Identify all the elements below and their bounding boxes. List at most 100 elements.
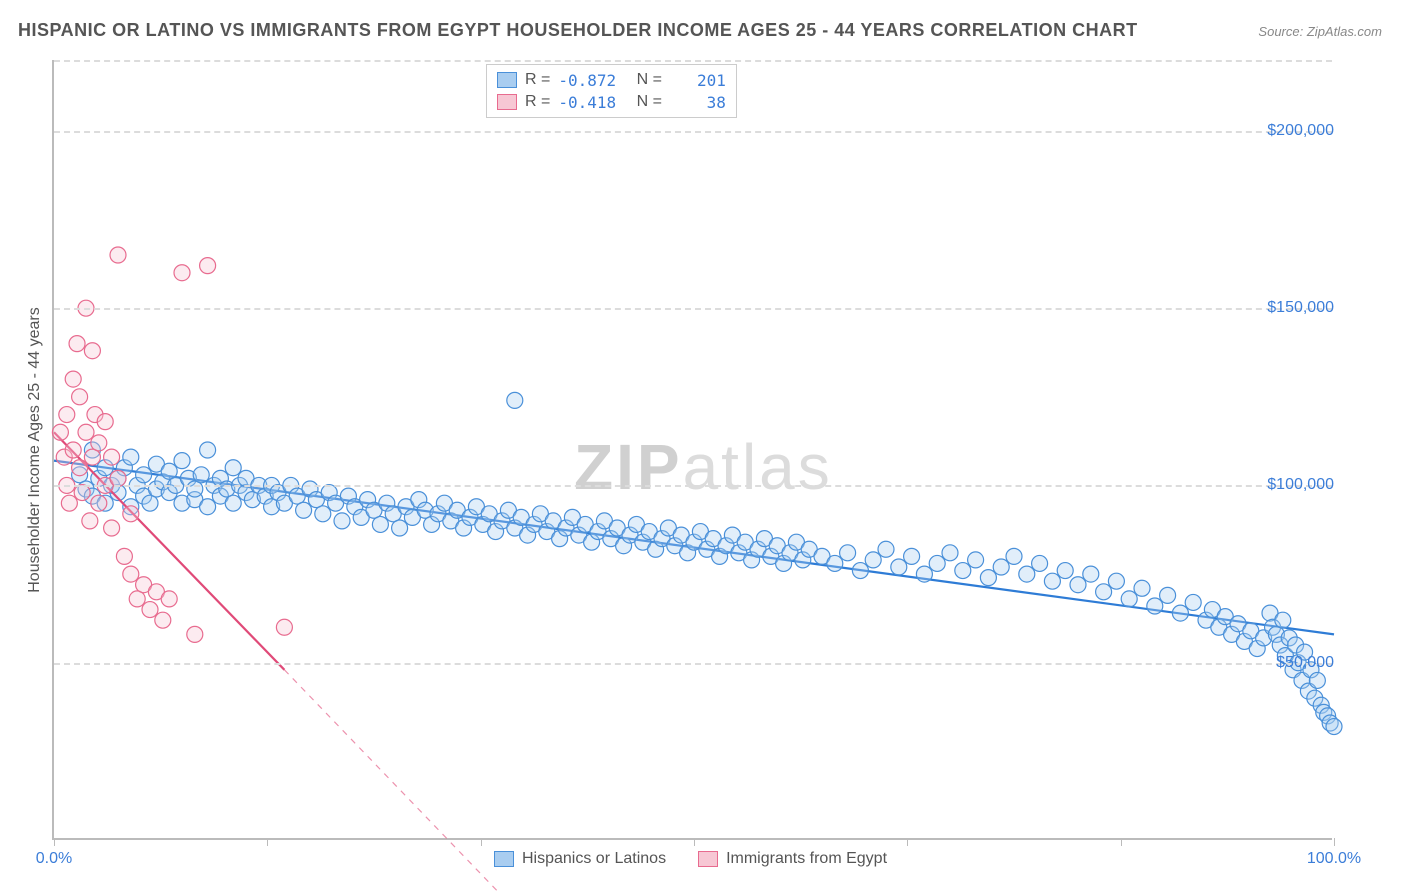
- data-point: [136, 467, 152, 483]
- data-point: [52, 424, 68, 440]
- data-point: [1019, 566, 1035, 582]
- data-point: [82, 513, 98, 529]
- data-point: [225, 495, 241, 511]
- data-point: [104, 520, 120, 536]
- legend-label: Immigrants from Egypt: [726, 850, 887, 868]
- n-label: N =: [637, 71, 662, 89]
- data-point: [1275, 612, 1291, 628]
- gridline: [54, 131, 1332, 133]
- legend-correlation: R = -0.872 N = 201 R = -0.418 N = 38: [486, 64, 737, 118]
- legend-label: Hispanics or Latinos: [522, 850, 666, 868]
- data-point: [865, 552, 881, 568]
- data-point: [1121, 591, 1137, 607]
- data-point: [980, 570, 996, 586]
- gridline: [54, 60, 1332, 62]
- data-point: [1134, 580, 1150, 596]
- data-point: [1108, 573, 1124, 589]
- data-point: [123, 506, 139, 522]
- n-label: N =: [637, 93, 662, 111]
- legend-swatch-blue: [494, 851, 514, 867]
- data-point: [200, 258, 216, 274]
- data-point: [1044, 573, 1060, 589]
- r-value: -0.872: [558, 71, 616, 90]
- data-point: [200, 499, 216, 515]
- data-point: [84, 449, 100, 465]
- data-point: [891, 559, 907, 575]
- scatter-svg: [54, 60, 1334, 840]
- x-tick: [54, 838, 55, 846]
- data-point: [110, 247, 126, 263]
- y-axis-label: Householder Income Ages 25 - 44 years: [26, 307, 44, 593]
- y-tick-label: $50,000: [1244, 654, 1334, 672]
- data-point: [61, 495, 77, 511]
- legend-swatch-pink: [698, 851, 718, 867]
- n-value: 38: [670, 93, 726, 112]
- chart-area: Householder Income Ages 25 - 44 years ZI…: [52, 60, 1387, 840]
- data-point: [315, 506, 331, 522]
- data-point: [1185, 594, 1201, 610]
- data-point: [72, 389, 88, 405]
- data-point: [161, 591, 177, 607]
- data-point: [1147, 598, 1163, 614]
- source-attrib: Source: ZipAtlas.com: [1258, 24, 1382, 39]
- r-value: -0.418: [558, 93, 616, 112]
- data-point: [91, 495, 107, 511]
- data-point: [142, 495, 158, 511]
- gridline: [54, 663, 1332, 665]
- legend-series: Hispanics or Latinos Immigrants from Egy…: [494, 850, 887, 868]
- data-point: [1172, 605, 1188, 621]
- data-point: [174, 453, 190, 469]
- data-point: [116, 548, 132, 564]
- data-point: [78, 424, 94, 440]
- data-point: [334, 513, 350, 529]
- n-value: 201: [670, 71, 726, 90]
- source-label: Source:: [1258, 24, 1303, 39]
- data-point: [372, 516, 388, 532]
- data-point: [904, 548, 920, 564]
- data-point: [110, 470, 126, 486]
- legend-swatch-pink: [497, 94, 517, 110]
- gridline: [54, 485, 1332, 487]
- y-tick-label: $100,000: [1244, 476, 1334, 494]
- x-tick: [481, 838, 482, 846]
- data-point: [1326, 719, 1342, 735]
- legend-item: Immigrants from Egypt: [698, 850, 887, 868]
- x-tick-label: 100.0%: [1307, 850, 1361, 868]
- data-point: [507, 392, 523, 408]
- data-point: [97, 414, 113, 430]
- data-point: [1096, 584, 1112, 600]
- data-point: [968, 552, 984, 568]
- legend-row: R = -0.418 N = 38: [497, 91, 726, 113]
- x-tick: [267, 838, 268, 846]
- r-label: R =: [525, 71, 550, 89]
- data-point: [392, 520, 408, 536]
- data-point: [852, 563, 868, 579]
- y-tick-label: $150,000: [1244, 299, 1334, 317]
- x-tick-label: 0.0%: [36, 850, 72, 868]
- data-point: [276, 619, 292, 635]
- data-point: [187, 626, 203, 642]
- data-point: [929, 555, 945, 571]
- x-tick: [694, 838, 695, 846]
- x-tick: [1334, 838, 1335, 846]
- data-point: [123, 566, 139, 582]
- data-point: [161, 463, 177, 479]
- data-point: [1160, 587, 1176, 603]
- data-point: [993, 559, 1009, 575]
- source-link[interactable]: ZipAtlas.com: [1307, 24, 1382, 39]
- data-point: [1083, 566, 1099, 582]
- data-point: [104, 449, 120, 465]
- data-point: [1070, 577, 1086, 593]
- data-point: [123, 449, 139, 465]
- data-point: [65, 442, 81, 458]
- data-point: [942, 545, 958, 561]
- r-label: R =: [525, 93, 550, 111]
- x-tick: [1121, 838, 1122, 846]
- gridline: [54, 308, 1332, 310]
- legend-swatch-blue: [497, 72, 517, 88]
- data-point: [1057, 563, 1073, 579]
- data-point: [200, 442, 216, 458]
- plot-region: ZIPatlas R = -0.872 N = 201 R = -0.418 N…: [52, 60, 1332, 840]
- data-point: [65, 371, 81, 387]
- data-point: [1006, 548, 1022, 564]
